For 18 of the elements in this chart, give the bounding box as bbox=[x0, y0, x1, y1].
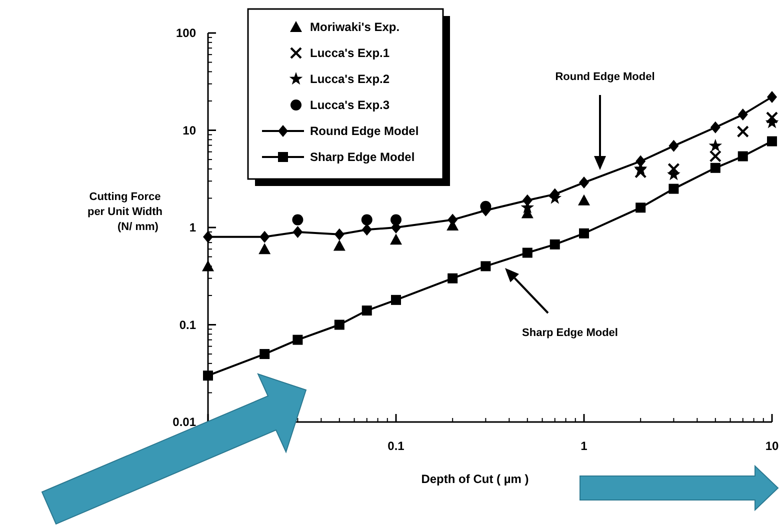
legend-label: Lucca's Exp.2 bbox=[310, 72, 390, 86]
legend-label: Sharp Edge Model bbox=[310, 150, 415, 164]
annotation: Sharp Edge Model bbox=[522, 327, 618, 339]
x-axis-title: Depth of Cut ( µm ) bbox=[421, 472, 529, 486]
y-tick-label: 1 bbox=[189, 220, 196, 234]
y-tick-label: 10 bbox=[182, 123, 196, 138]
x-tick-label: 10 bbox=[765, 439, 779, 453]
y-tick-label: 0.01 bbox=[172, 415, 196, 429]
y-axis-title: Cutting Force per Unit Width (N/ mm) bbox=[87, 191, 163, 233]
legend-label: Round Edge Model bbox=[310, 124, 419, 138]
legend-label: Moriwaki's Exp. bbox=[310, 20, 400, 34]
x-tick-label: 0.1 bbox=[388, 439, 405, 453]
x-tick-label: 1 bbox=[580, 439, 588, 453]
legend-label: Lucca's Exp.1 bbox=[310, 46, 390, 60]
y-tick-label: 0.1 bbox=[179, 318, 196, 332]
legend-label: Lucca's Exp.3 bbox=[310, 98, 390, 112]
annotation: Round Edge Model bbox=[555, 71, 655, 83]
y-tick-label: 100 bbox=[176, 26, 196, 40]
